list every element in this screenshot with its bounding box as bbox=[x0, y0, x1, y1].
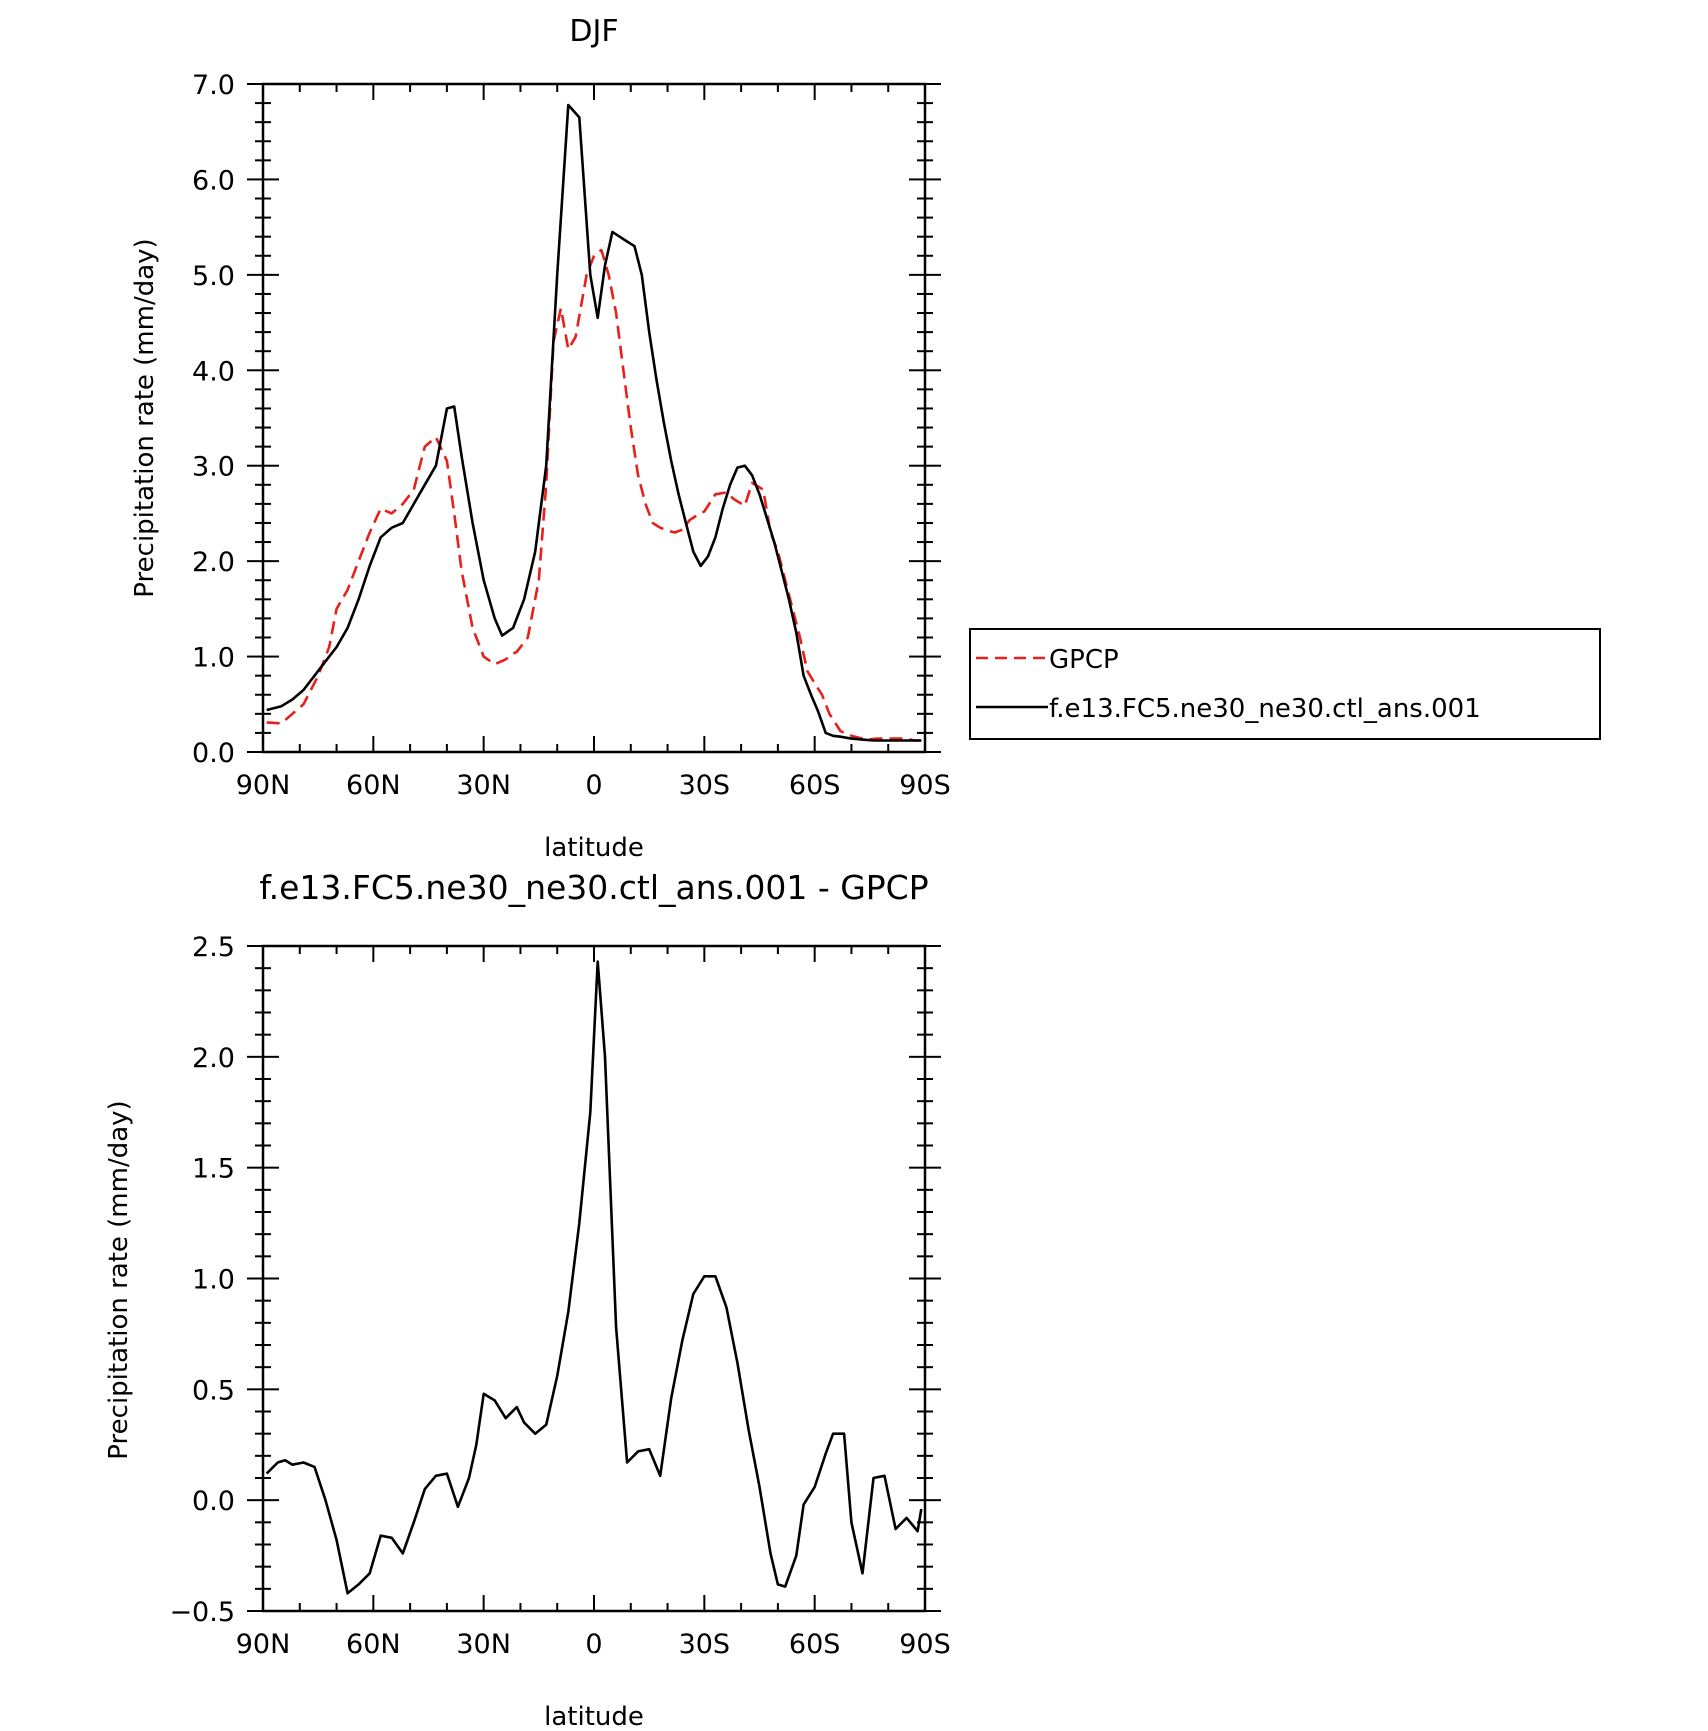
x-tick-label: 60N bbox=[346, 770, 401, 801]
series-lines bbox=[266, 103, 922, 742]
y-tick-label: 2.0 bbox=[192, 547, 235, 578]
legend-label-model: f.e13.FC5.ne30_ne30.ctl_ans.001 bbox=[1049, 694, 1481, 724]
series-line-difference bbox=[265, 960, 923, 1595]
x-tick-label: 0 bbox=[585, 1629, 602, 1660]
y-tick-label: 0.0 bbox=[192, 1486, 235, 1517]
y-tick-label: 1.0 bbox=[192, 1265, 235, 1296]
y-tick-label: 1.5 bbox=[192, 1154, 235, 1185]
y-tick-label: 1.0 bbox=[192, 643, 235, 674]
series-lines bbox=[265, 960, 923, 1595]
y-tick-label: 5.0 bbox=[192, 261, 235, 292]
y-tick-label: 2.0 bbox=[192, 1043, 235, 1074]
x-tick-label: 90S bbox=[899, 770, 951, 801]
x-tick-label: 30S bbox=[679, 1629, 731, 1660]
x-tick-label: 30N bbox=[456, 1629, 511, 1660]
y-axis-label: Precipitation rate (mm/day) bbox=[130, 238, 160, 597]
y-tick-label: 0.0 bbox=[192, 738, 235, 769]
tick-labels: 90N 60N 30N 0 30S 60S 90S 0.0 1.0 2.0 3.0 4.0 5.0 6.0… bbox=[192, 70, 951, 801]
x-tick-label: 30S bbox=[679, 770, 731, 801]
axis-ticks bbox=[247, 83, 941, 753]
djf-panel: DJF latitude Precipitation rate (mm/day)… bbox=[130, 14, 951, 863]
x-tick-label: 30N bbox=[456, 770, 511, 801]
difference-panel: f.e13.FC5.ne30_ne30.ctl_ans.001 - GPCP l… bbox=[104, 868, 951, 1731]
series-line-gpcp bbox=[266, 248, 922, 742]
y-tick-label: 4.0 bbox=[192, 356, 235, 387]
tick-labels: 90N 60N 30N 0 30S 60S 90S −0.5 0.0 0.5 1.0 1.5 2.0 2.… bbox=[169, 932, 950, 1660]
x-tick-label: 60N bbox=[346, 1629, 401, 1660]
legend: GPCP f.e13.FC5.ne30_ne30.ctl_ans.001 bbox=[969, 628, 1601, 740]
x-tick-label: 60S bbox=[789, 770, 841, 801]
y-axis-label: Precipitation rate (mm/day) bbox=[104, 1100, 134, 1459]
y-tick-label: 7.0 bbox=[192, 70, 235, 101]
y-tick-label: 3.0 bbox=[192, 452, 235, 483]
x-tick-label: 90N bbox=[236, 1629, 291, 1660]
y-tick-label: 6.0 bbox=[192, 165, 235, 196]
x-axis-label: latitude bbox=[544, 1702, 644, 1731]
y-tick-label: −0.5 bbox=[169, 1597, 235, 1628]
plot-frame bbox=[261, 944, 927, 1613]
plot-frame bbox=[261, 82, 927, 754]
series-line-f-e13-fc5-ne30-ne30-ctl-ans-001 bbox=[266, 103, 922, 742]
x-axis-label: latitude bbox=[544, 833, 644, 863]
chart-title: DJF bbox=[569, 14, 618, 49]
x-tick-label: 90S bbox=[899, 1629, 951, 1660]
y-tick-label: 0.5 bbox=[192, 1375, 235, 1406]
y-tick-label: 2.5 bbox=[192, 932, 235, 963]
x-tick-label: 90N bbox=[236, 770, 291, 801]
chart-title: f.e13.FC5.ne30_ne30.ctl_ans.001 - GPCP bbox=[259, 868, 928, 907]
x-tick-label: 0 bbox=[585, 770, 602, 801]
x-tick-label: 60S bbox=[789, 1629, 841, 1660]
legend-box bbox=[969, 628, 1601, 740]
legend-label-gpcp: GPCP bbox=[1049, 645, 1119, 675]
